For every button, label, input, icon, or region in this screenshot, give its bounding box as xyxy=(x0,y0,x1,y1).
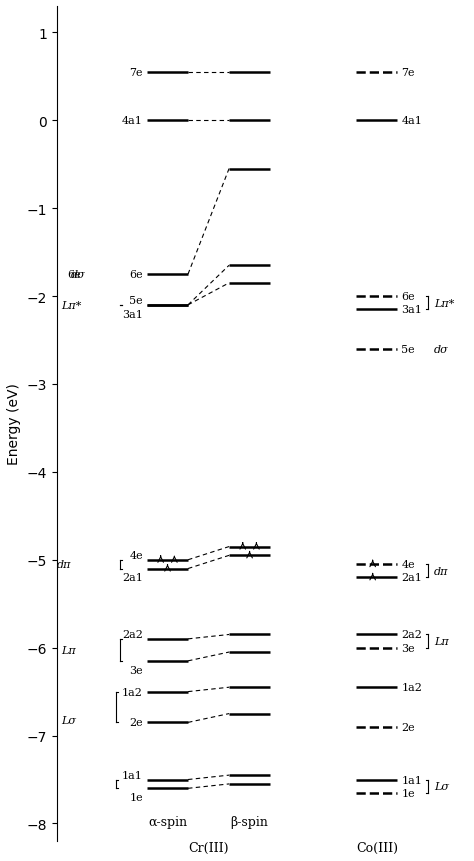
Text: 2a1: 2a1 xyxy=(122,573,143,583)
Text: 6e: 6e xyxy=(401,292,415,301)
Text: 4e: 4e xyxy=(129,551,143,561)
Text: Co(III): Co(III) xyxy=(356,841,398,854)
Text: 2e: 2e xyxy=(401,722,415,732)
Text: 2a2: 2a2 xyxy=(401,629,422,640)
Text: 1a1: 1a1 xyxy=(122,771,143,780)
Text: β-spin: β-spin xyxy=(231,815,268,828)
Text: Lπ: Lπ xyxy=(434,636,449,647)
Text: 5e: 5e xyxy=(401,344,415,355)
Text: 1a2: 1a2 xyxy=(401,683,422,692)
Text: Lσ: Lσ xyxy=(61,715,76,725)
Text: 2e: 2e xyxy=(129,717,143,728)
Text: 3a1: 3a1 xyxy=(122,309,143,319)
Text: 4e: 4e xyxy=(401,560,415,569)
Text: 6e: 6e xyxy=(129,269,143,280)
Text: 6e: 6e xyxy=(68,269,82,280)
Text: Lπ*: Lπ* xyxy=(61,300,81,311)
Text: 7e: 7e xyxy=(129,68,143,77)
Text: dσ: dσ xyxy=(71,269,85,280)
Text: Cr(III): Cr(III) xyxy=(188,841,229,854)
Text: 1e: 1e xyxy=(401,788,415,798)
Text: dσ: dσ xyxy=(434,344,449,355)
Text: 4a1: 4a1 xyxy=(122,116,143,126)
Text: dπ: dπ xyxy=(56,560,71,569)
Text: 1a2: 1a2 xyxy=(122,687,143,697)
Text: 4a1: 4a1 xyxy=(401,116,422,126)
Text: 3a1: 3a1 xyxy=(401,305,422,315)
Text: 2a2: 2a2 xyxy=(122,629,143,640)
Text: Lπ*: Lπ* xyxy=(434,298,455,308)
Text: dπ: dπ xyxy=(434,566,449,576)
Text: 2a1: 2a1 xyxy=(401,573,422,583)
Text: Lσ: Lσ xyxy=(434,781,449,791)
Text: 5e: 5e xyxy=(129,296,143,306)
Text: 1e: 1e xyxy=(129,792,143,802)
Y-axis label: Energy (eV): Energy (eV) xyxy=(7,383,21,465)
Text: Lπ: Lπ xyxy=(61,645,75,655)
Text: 1a1: 1a1 xyxy=(401,775,422,784)
Text: 7e: 7e xyxy=(401,68,415,77)
Text: α-spin: α-spin xyxy=(148,815,187,828)
Text: 3e: 3e xyxy=(401,643,415,653)
Text: 3e: 3e xyxy=(129,665,143,675)
